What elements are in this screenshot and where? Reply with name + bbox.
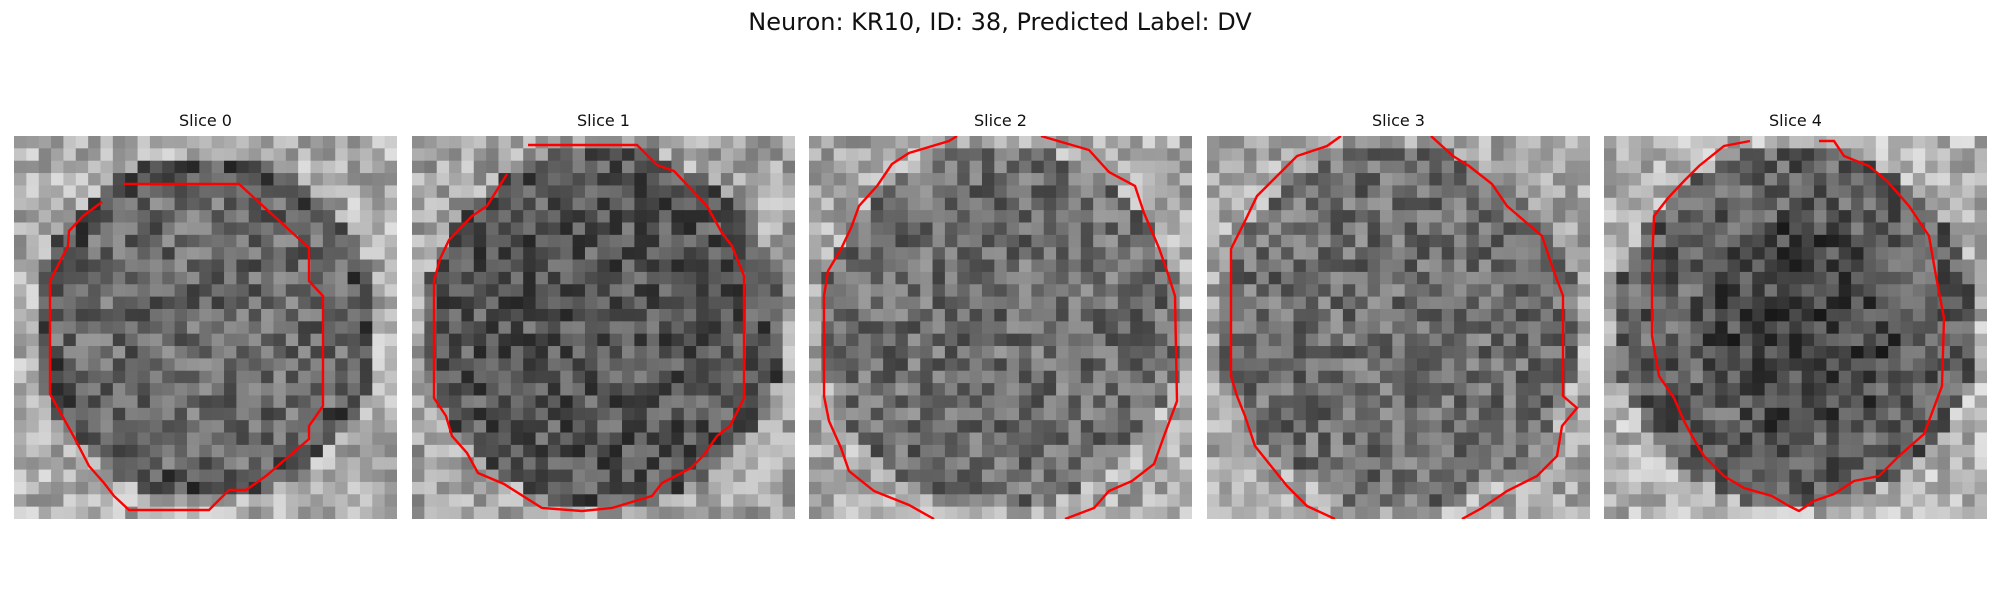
neuron-outline (432, 143, 746, 513)
slice-panel-2: Slice 2 (809, 110, 1192, 519)
neuron-outline (822, 136, 958, 519)
pixel-grid (809, 136, 1192, 519)
neuron-outline (1650, 139, 1946, 513)
slice-title: Slice 0 (179, 111, 232, 130)
neuron-outline (48, 182, 325, 512)
slice-image-2 (809, 136, 1192, 519)
neuron-outline (1040, 136, 1179, 519)
slice-title: Slice 1 (577, 111, 630, 130)
slice-title: Slice 3 (1372, 111, 1425, 130)
slice-image-4 (1604, 136, 1987, 519)
pixel-grid (1604, 136, 1987, 519)
slice-title: Slice 2 (974, 111, 1027, 130)
pixel-grid (14, 136, 397, 519)
neuron-outline (1430, 136, 1579, 519)
slice-image-1 (412, 136, 795, 519)
slice-panel-1: Slice 1 (412, 110, 795, 519)
slice-title: Slice 4 (1769, 111, 1822, 130)
slice-panel-4: Slice 4 (1604, 110, 1987, 519)
neuron-outline (1229, 136, 1342, 519)
slice-panel-3: Slice 3 (1207, 110, 1590, 519)
slice-image-0 (14, 136, 397, 519)
pixel-grid (412, 136, 795, 519)
slice-image-3 (1207, 136, 1590, 519)
slice-panel-0: Slice 0 (14, 110, 397, 519)
pixel-grid (1207, 136, 1590, 519)
figure-title: Neuron: KR10, ID: 38, Predicted Label: D… (748, 8, 1252, 36)
